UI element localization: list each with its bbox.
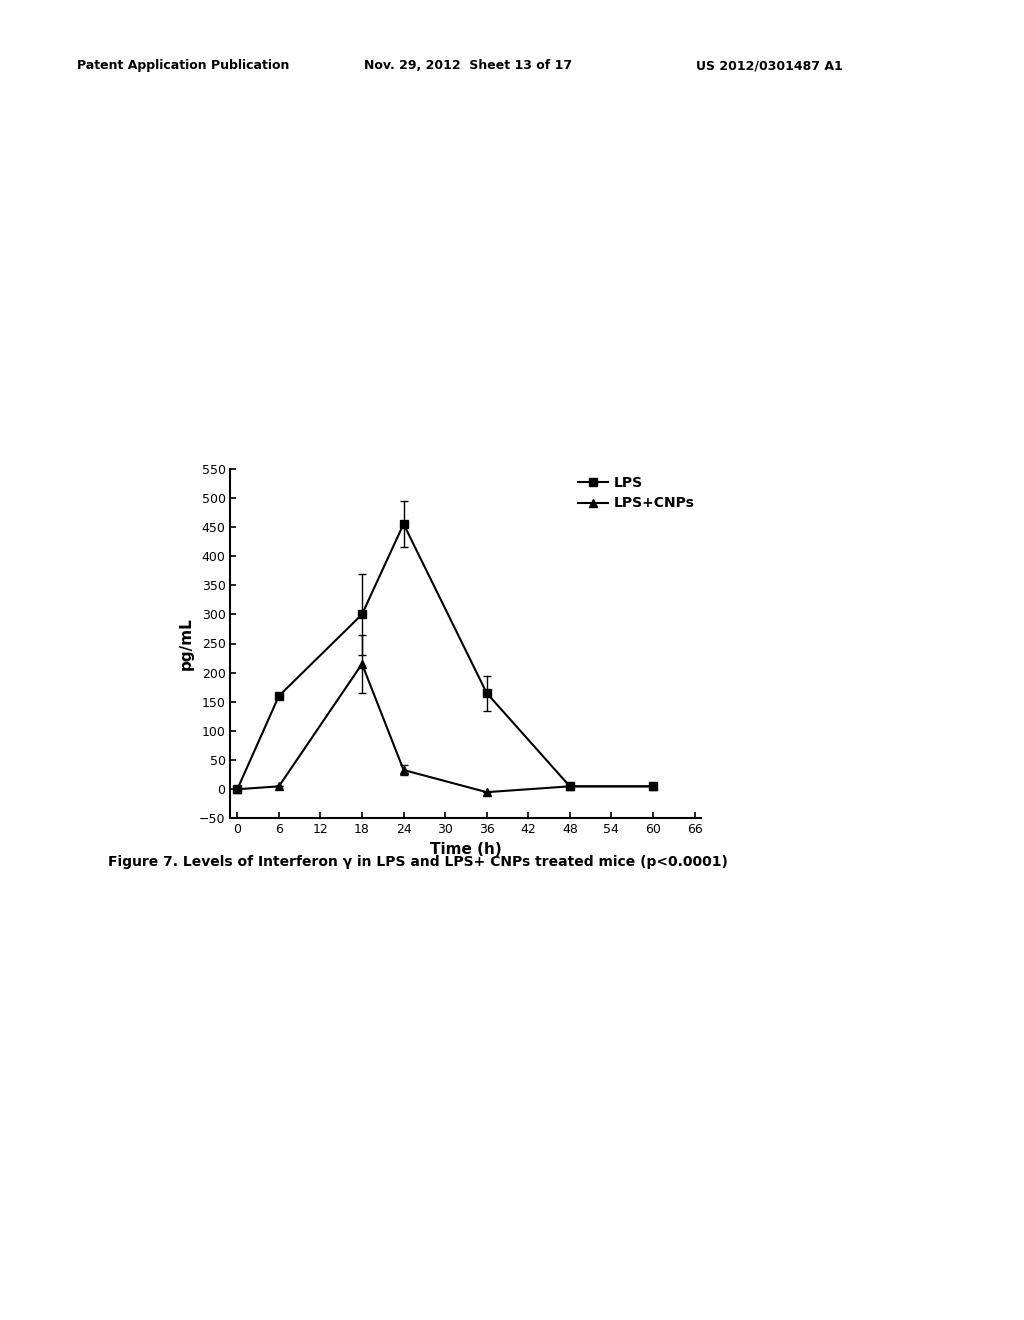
Text: US 2012/0301487 A1: US 2012/0301487 A1	[696, 59, 843, 73]
Y-axis label: pg/mL: pg/mL	[178, 618, 194, 669]
Text: Figure 7. Levels of Interferon γ in LPS and LPS+ CNPs treated mice (p<0.0001): Figure 7. Levels of Interferon γ in LPS …	[108, 855, 727, 870]
Text: Patent Application Publication: Patent Application Publication	[77, 59, 289, 73]
Text: Nov. 29, 2012  Sheet 13 of 17: Nov. 29, 2012 Sheet 13 of 17	[364, 59, 571, 73]
X-axis label: Time (h): Time (h)	[430, 842, 502, 857]
Legend: LPS, LPS+CNPs: LPS, LPS+CNPs	[578, 475, 694, 511]
